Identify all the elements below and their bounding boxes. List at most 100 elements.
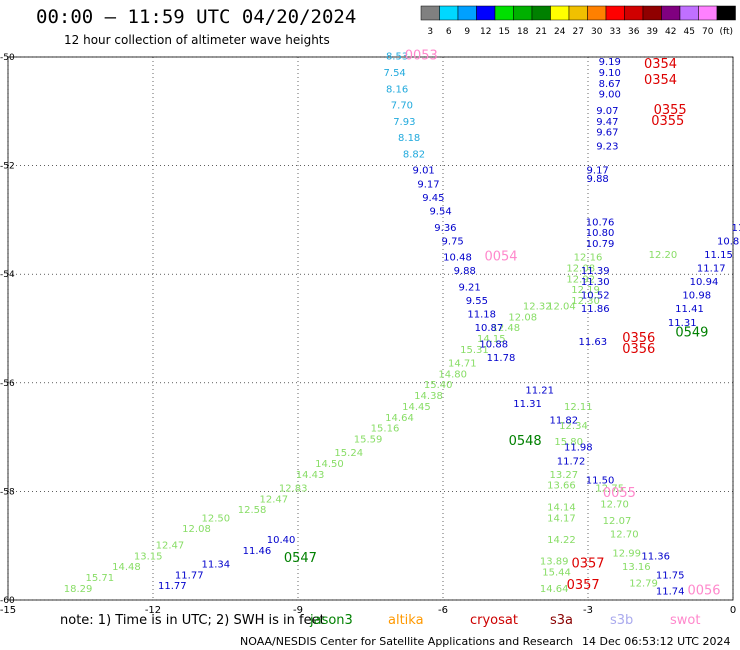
wave-height-label-green: 12.83 [279,483,308,494]
colorbar-label: 9 [464,27,470,37]
legend-s3b: s3b [610,613,633,628]
wave-height-label-cyan: 8.82 [403,149,425,160]
wave-height-label-green: 15.31 [460,345,489,356]
wave-height-label-blue: 11.82 [550,416,579,427]
wave-height-label-blue: 9.23 [596,141,618,152]
wave-height-label-green: 14.14 [547,502,576,513]
wave-height-label-blue: 10.8 [717,236,739,247]
colorbar-label: 21 [536,27,547,37]
y-tick-label: -52 [0,162,15,172]
wave-height-label-blue: 9.36 [434,223,456,234]
wave-height-label-green: 14.80 [438,369,467,380]
wave-height-label-green: 14.22 [547,535,576,546]
wave-height-label-blue: 11.75 [656,570,685,581]
wave-height-label-blue: 9.10 [599,68,621,79]
wave-height-label-blue: 9.88 [587,174,609,185]
wave-height-label-blue: 11.72 [557,456,586,467]
wave-height-label-blue: 11.21 [525,386,554,397]
wave-height-label-green: 18.29 [64,584,93,595]
x-tick-label: 0 [730,605,736,616]
colorbar-label: 33 [610,27,621,37]
wave-height-label-blue: 10.76 [586,217,615,228]
wave-height-label-blue: 10.94 [690,277,719,288]
wave-height-label-green: 12.19 [571,285,600,296]
wave-height-label-blue: 11.18 [467,310,496,321]
legend-swot-label: swot [670,613,701,628]
page-subtitle: 12 hour collection of altimeter wave hei… [64,33,330,47]
wave-height-label-blue: 11.98 [564,443,593,454]
wave-height-label-blue: 10.48 [443,253,472,264]
wave-height-label-blue: 11.34 [202,559,231,570]
wave-height-label-blue: 9.67 [596,128,618,139]
colorbar-label: (ft) [719,27,733,37]
colorbar-label: 18 [517,27,529,37]
wave-height-label-blue: 11.77 [175,570,204,581]
wave-height-label-blue: 9.47 [596,117,618,128]
wave-height-label-green: 12.11 [564,402,593,413]
x-tick-label: -3 [583,605,593,616]
footer-credit: NOAA/NESDIS Center for Satellite Applica… [240,635,574,648]
wave-height-label-cyan: 7.70 [391,101,413,112]
wave-height-label-green: 15.44 [542,568,571,579]
wave-height-label-blue: 11.36 [641,551,670,562]
wave-height-label-green: 15.40 [424,380,453,391]
pass-time-label: 0356 [622,342,655,357]
wave-height-label-green: 13.66 [547,481,576,492]
wave-height-label-blue: 11.50 [586,475,615,486]
x-tick-label: -12 [145,605,161,616]
wave-height-label-blue: 11.17 [697,263,726,274]
legend-cryosat: cryosat [470,613,518,628]
wave-height-label-green: 12.79 [629,578,658,589]
wave-height-label-blue: 10.80 [586,228,615,239]
colorbar-label: 70 [702,27,714,37]
wave-height-label-blue: 11.86 [581,304,610,315]
wave-height-label-green: 12.08 [182,524,211,535]
wave-height-label-blue: 9.07 [596,106,618,117]
colorbar-label: 12 [480,27,491,37]
wave-height-label-blue: 10.88 [479,340,508,351]
pass-time-label: 0354 [644,57,677,72]
wave-height-label-green: 12.04 [547,301,576,312]
wave-height-label-green: 12.07 [603,516,632,527]
colorbar-label: 42 [665,27,676,37]
wave-height-label-blue: 9.17 [417,179,439,190]
wave-height-label-green: 12.48 [492,323,521,334]
wave-height-label-green: 12.47 [156,540,185,551]
colorbar-label: 24 [554,27,566,37]
wave-height-label-blue: 9.17 [587,166,609,177]
pass-time-label: 0054 [484,250,517,265]
wave-height-label-blue: 11.74 [656,587,685,598]
colorbar-label: 30 [591,27,603,37]
wave-height-label-green: 14.71 [448,359,477,370]
legend-s3a-label: s3a [550,613,574,628]
wave-height-label-green: 12.58 [238,505,267,516]
wave-height-label-blue: 9.54 [429,206,451,217]
pass-time-label: 0053 [405,49,438,64]
wave-height-label-blue: 11.63 [579,337,608,348]
wave-height-label-blue: 10.40 [267,535,296,546]
wave-height-label-green: 12.75 [595,483,624,494]
y-tick-label: -60 [0,596,15,606]
wave-height-label-green: 15.59 [354,435,383,446]
legend-s3a: s3a [550,613,573,628]
wave-height-label-blue: 11.46 [243,546,272,557]
wave-height-label-green: 12.08 [508,312,537,323]
plot-frame [7,56,734,601]
y-tick-label: -50 [0,53,15,63]
y-tick-label: -54 [0,270,15,280]
legend-altika: altika [388,613,424,628]
colorbar-label: 15 [499,27,510,37]
colorbar-label: 27 [573,27,584,37]
wave-height-label-blue: 9.21 [458,282,480,293]
wave-height-label-green: 12.34 [559,421,588,432]
pass-time-label: 0354 [644,73,677,88]
wave-height-label-green: 14.17 [547,513,576,524]
legend-swot: swot [670,613,700,628]
wave-height-label-blue: 9.88 [454,266,476,277]
x-tick-label: -6 [438,605,448,616]
legend-s3b-label: s3b [610,613,634,628]
wave-height-label-blue: 9.00 [599,90,621,101]
wave-height-label-green: 15.71 [86,573,115,584]
colorbar-label: 45 [684,27,695,37]
wave-height-label-blue: 11 [731,223,740,234]
